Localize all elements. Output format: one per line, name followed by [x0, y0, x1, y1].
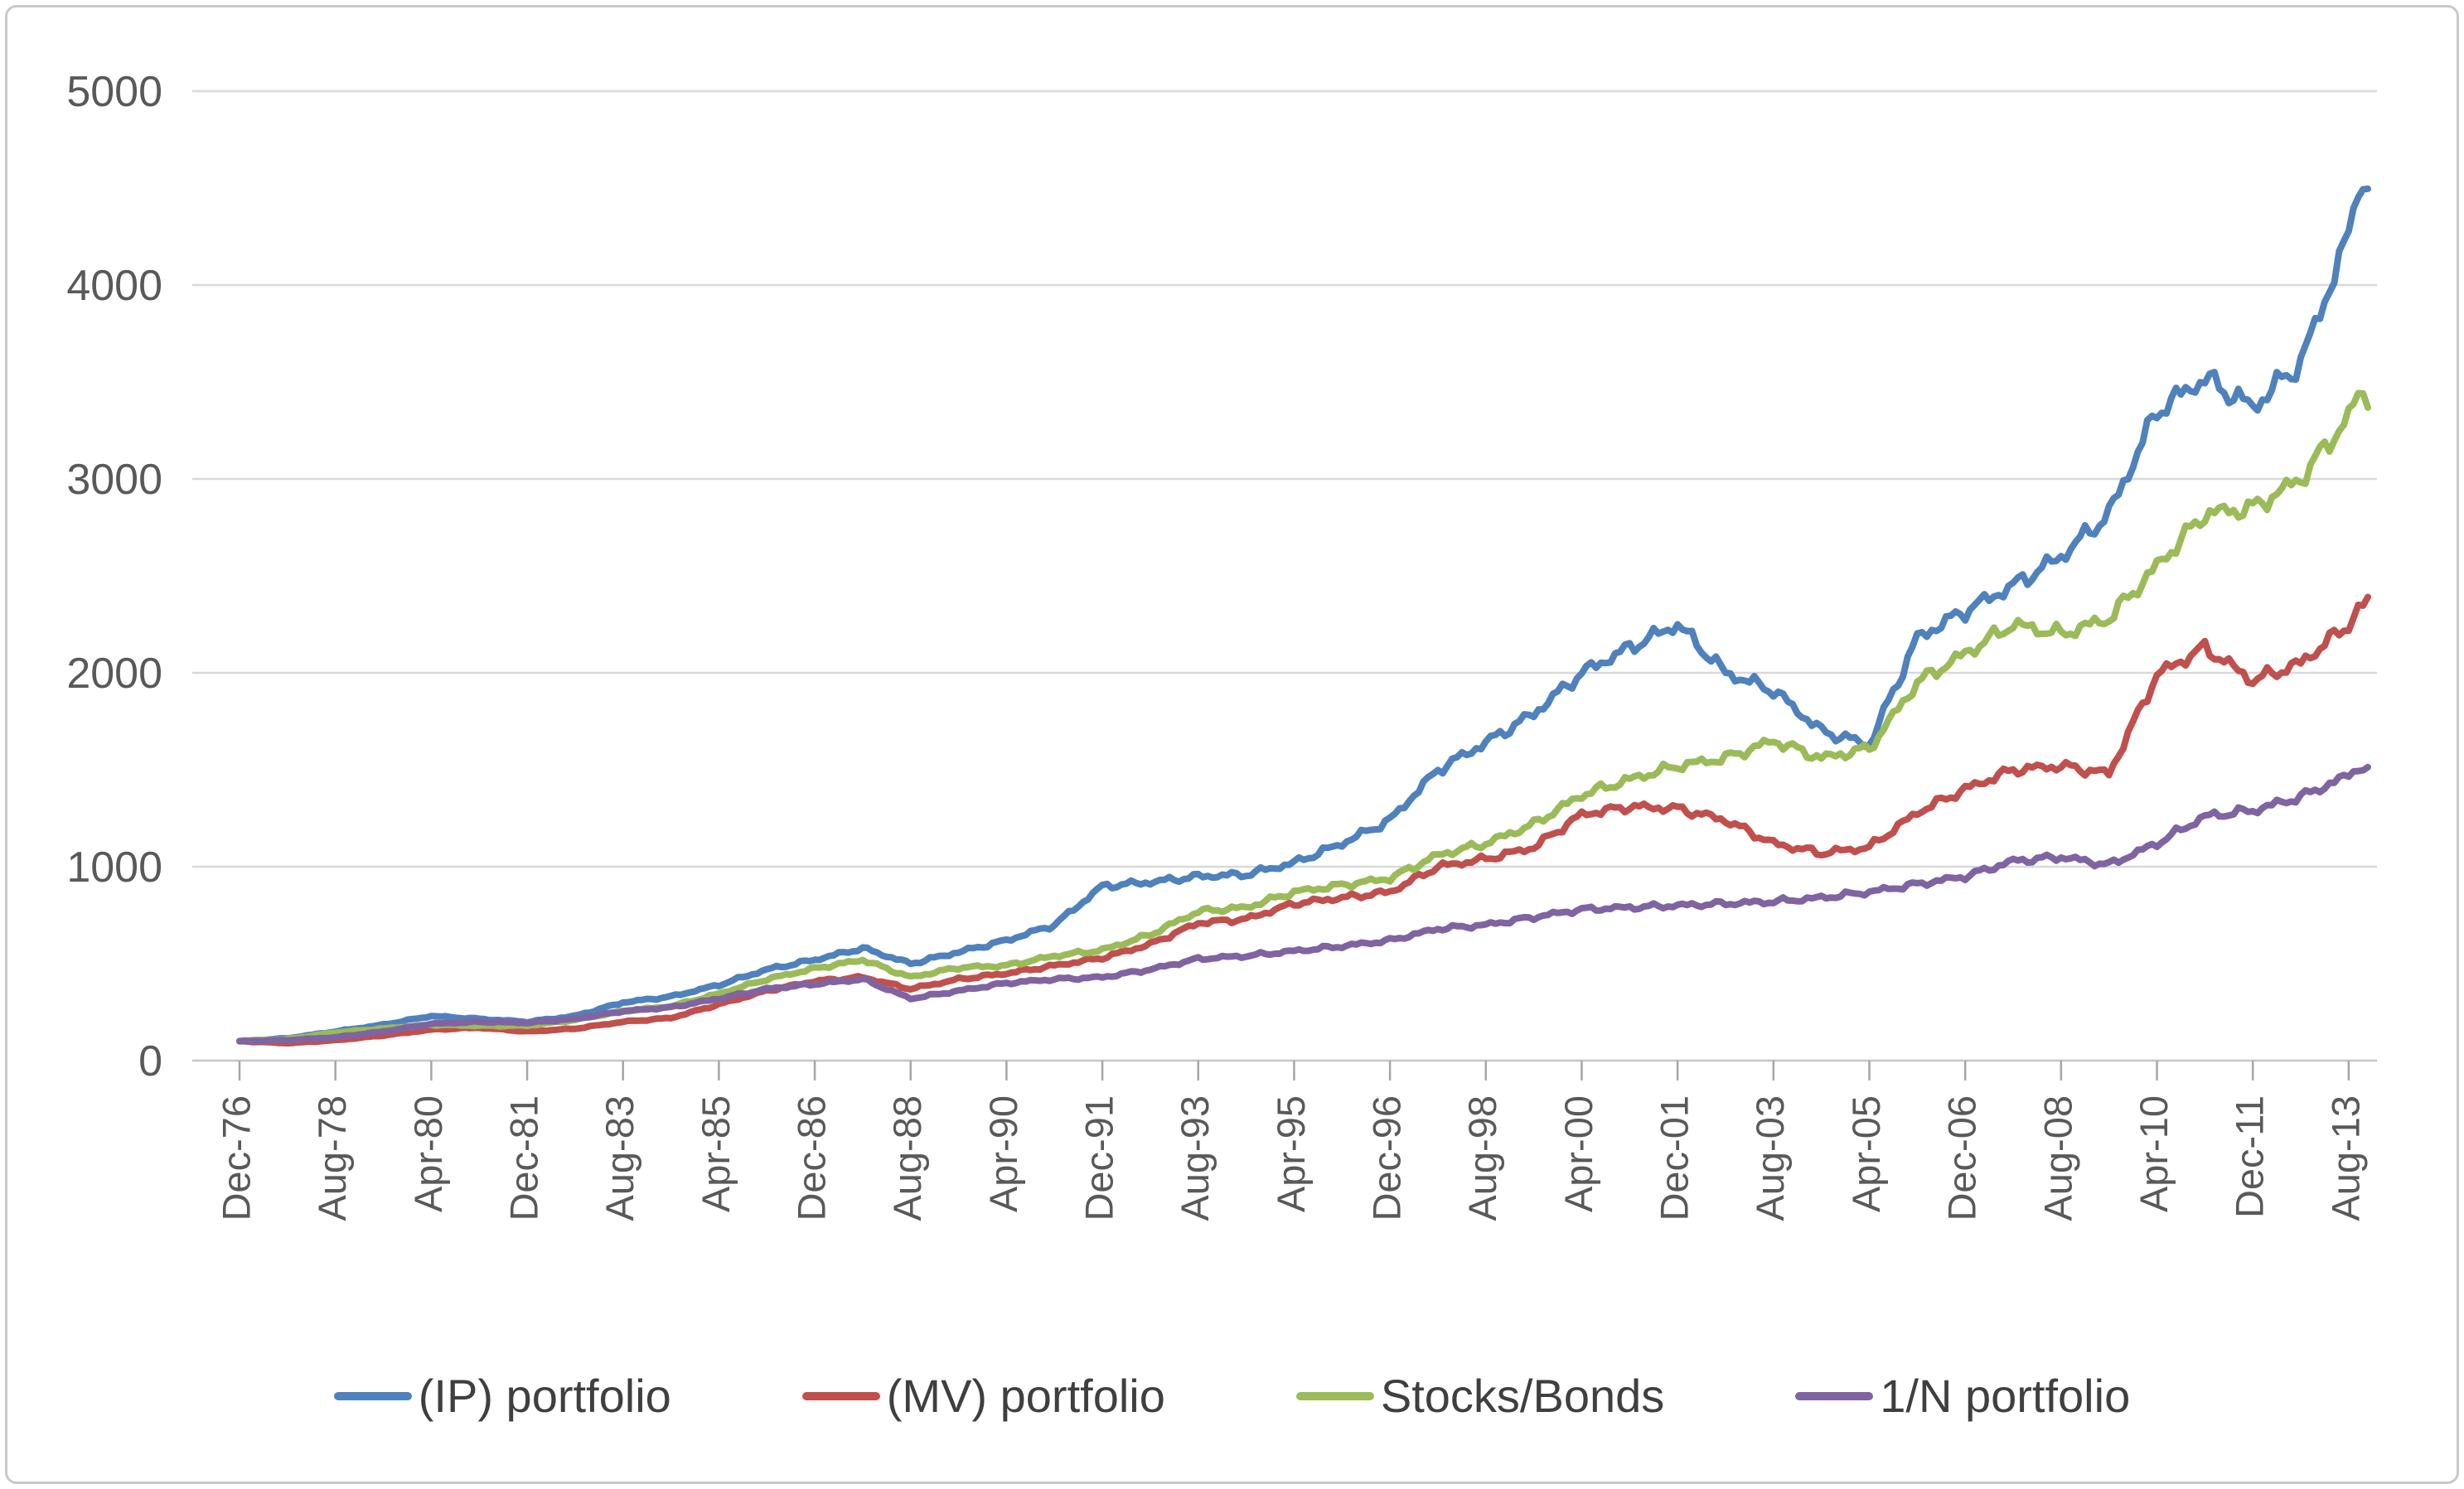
y-axis-tick-label: 3000	[66, 456, 162, 504]
y-axis-tick-label: 0	[138, 1037, 162, 1085]
series-line-stocks-bonds	[236, 389, 2371, 1045]
x-axis-tick-label: Dec-81	[501, 1095, 545, 1221]
legend-item-1n-portfolio: 1/N portfolio	[1795, 1369, 2130, 1423]
x-axis-tick-label: Aug-88	[885, 1095, 929, 1221]
x-axis-tick-label: Apr-90	[981, 1095, 1025, 1212]
x-axis-tick-label: Dec-96	[1365, 1095, 1409, 1221]
x-axis-tick-label: Aug-03	[1748, 1095, 1792, 1221]
series-line-mv-portfolio	[236, 593, 2371, 1047]
x-axis-tick-label: Aug-83	[598, 1095, 641, 1221]
legend-item-mv-portfolio: (MV) portfolio	[801, 1369, 1165, 1423]
x-axis-tick-label: Apr-05	[1844, 1095, 1888, 1212]
legend-line-swatch-purple	[1795, 1391, 1874, 1400]
y-axis-tick-label: 1000	[66, 844, 162, 892]
x-axis-tick-label: Aug-08	[2036, 1095, 2079, 1221]
legend-line-swatch-green	[1295, 1391, 1374, 1400]
x-axis-tick-label: Dec-91	[1077, 1095, 1121, 1221]
x-axis-tick-label: Dec-01	[1653, 1095, 1697, 1221]
x-axis-tick-label: Apr-95	[1269, 1095, 1313, 1212]
y-axis-tick-label: 5000	[66, 68, 162, 116]
chart-frame-border	[5, 5, 2459, 1484]
x-axis-tick-label: Dec-06	[1940, 1095, 1984, 1221]
legend-line-swatch-red	[801, 1391, 880, 1400]
legend-label: (IP) portfolio	[418, 1370, 671, 1422]
x-axis-tick-label: Dec-76	[214, 1095, 258, 1221]
x-axis-tick-label: Aug-13	[2323, 1095, 2367, 1221]
x-axis-tick-label: Apr-80	[406, 1095, 450, 1212]
legend-line-swatch-blue	[333, 1391, 412, 1400]
x-axis-tick-label: Dec-86	[789, 1095, 833, 1221]
x-axis-tick-label: Apr-00	[1556, 1095, 1600, 1212]
legend-label: (MV) portfolio	[886, 1370, 1165, 1422]
chart-legend: (IP) portfolio (MV) portfolio Stocks/Bon…	[0, 1369, 2464, 1423]
x-axis-tick-label: Aug-78	[310, 1095, 354, 1221]
legend-label: 1/N portfolio	[1880, 1370, 2131, 1422]
series-line-ip-portfolio	[236, 185, 2371, 1045]
x-axis-tick-label: Apr-10	[2132, 1095, 2176, 1212]
legend-label: Stocks/Bonds	[1380, 1370, 1665, 1422]
x-axis-tick-label: Dec-11	[2228, 1095, 2272, 1218]
legend-item-stocks-bonds: Stocks/Bonds	[1295, 1369, 1665, 1423]
legend-item-ip-portfolio: (IP) portfolio	[333, 1369, 671, 1423]
y-axis-tick-label: 2000	[66, 650, 162, 698]
series-line-1-n-portfolio	[236, 763, 2371, 1045]
x-axis-tick-label: Aug-93	[1173, 1095, 1217, 1221]
y-axis-tick-label: 4000	[66, 262, 162, 310]
x-axis-tick-label: Apr-85	[694, 1095, 738, 1212]
x-axis-tick-label: Aug-98	[1460, 1095, 1504, 1221]
